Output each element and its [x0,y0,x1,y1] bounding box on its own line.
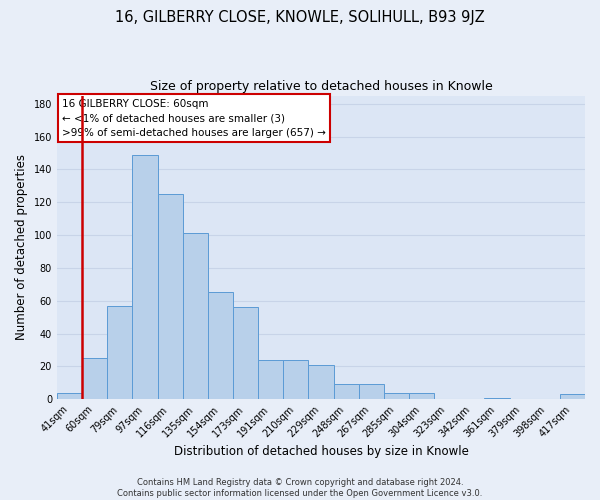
Text: 16, GILBERRY CLOSE, KNOWLE, SOLIHULL, B93 9JZ: 16, GILBERRY CLOSE, KNOWLE, SOLIHULL, B9… [115,10,485,25]
Bar [283,360,308,399]
Bar [182,234,208,399]
Y-axis label: Number of detached properties: Number of detached properties [15,154,28,340]
Bar [409,392,434,399]
Bar [308,364,334,399]
Bar [208,292,233,399]
Bar [107,306,133,399]
Bar [334,384,359,399]
X-axis label: Distribution of detached houses by size in Knowle: Distribution of detached houses by size … [173,444,469,458]
Text: Contains HM Land Registry data © Crown copyright and database right 2024.
Contai: Contains HM Land Registry data © Crown c… [118,478,482,498]
Bar [233,308,258,399]
Bar [484,398,509,399]
Bar [82,358,107,399]
Bar [258,360,283,399]
Title: Size of property relative to detached houses in Knowle: Size of property relative to detached ho… [149,80,493,93]
Bar [57,392,82,399]
Bar [158,194,182,399]
Bar [133,154,158,399]
Text: 16 GILBERRY CLOSE: 60sqm
← <1% of detached houses are smaller (3)
>99% of semi-d: 16 GILBERRY CLOSE: 60sqm ← <1% of detach… [62,98,326,138]
Bar [560,394,585,399]
Bar [359,384,384,399]
Bar [384,392,409,399]
